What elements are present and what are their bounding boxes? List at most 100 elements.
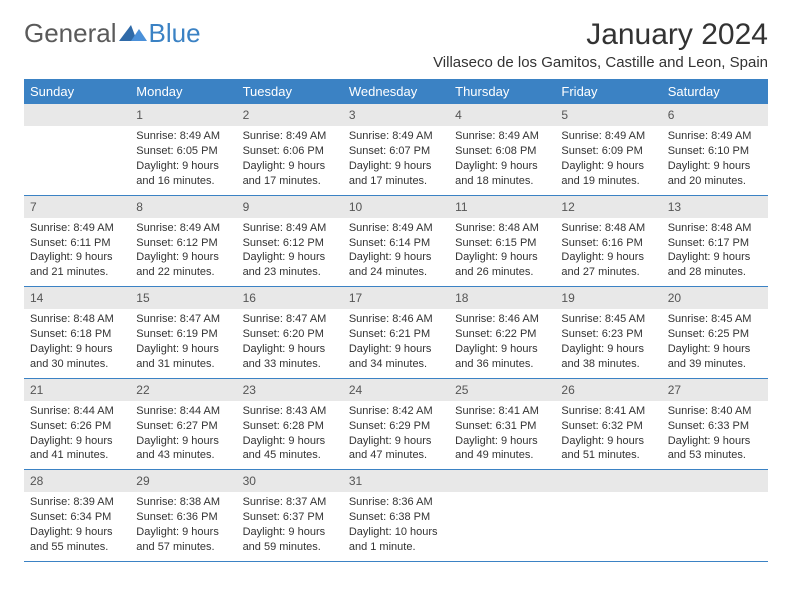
day-info-line: Daylight: 9 hours	[30, 434, 124, 449]
day-number-cell: 6	[662, 104, 768, 126]
day-content-cell: Sunrise: 8:48 AMSunset: 6:15 PMDaylight:…	[449, 218, 555, 287]
day-info-line: Sunset: 6:25 PM	[668, 327, 762, 342]
day-info-line: Sunrise: 8:49 AM	[136, 221, 230, 236]
day-content-cell: Sunrise: 8:41 AMSunset: 6:31 PMDaylight:…	[449, 401, 555, 470]
day-content-row: Sunrise: 8:49 AMSunset: 6:05 PMDaylight:…	[24, 126, 768, 195]
day-content-cell: Sunrise: 8:48 AMSunset: 6:17 PMDaylight:…	[662, 218, 768, 287]
day-info-line: and 36 minutes.	[455, 357, 549, 372]
logo-triangle-icon	[119, 21, 147, 46]
day-info-line: Sunset: 6:37 PM	[243, 510, 337, 525]
day-content-row: Sunrise: 8:44 AMSunset: 6:26 PMDaylight:…	[24, 401, 768, 470]
day-info-line: Sunset: 6:09 PM	[561, 144, 655, 159]
day-info-line: and 17 minutes.	[243, 174, 337, 189]
day-info-line: Sunset: 6:32 PM	[561, 419, 655, 434]
day-info-line: Sunset: 6:14 PM	[349, 236, 443, 251]
day-content-cell: Sunrise: 8:36 AMSunset: 6:38 PMDaylight:…	[343, 492, 449, 561]
day-info-line: Daylight: 9 hours	[136, 525, 230, 540]
day-number-cell: 3	[343, 104, 449, 126]
day-info-line: and 24 minutes.	[349, 265, 443, 280]
day-info-line: Sunrise: 8:46 AM	[455, 312, 549, 327]
day-number-row: 21222324252627	[24, 378, 768, 401]
day-info-line: Sunrise: 8:49 AM	[561, 129, 655, 144]
day-content-cell: Sunrise: 8:41 AMSunset: 6:32 PMDaylight:…	[555, 401, 661, 470]
day-info-line: Sunrise: 8:40 AM	[668, 404, 762, 419]
day-number-cell: 14	[24, 287, 130, 310]
day-info-line: Sunrise: 8:49 AM	[349, 129, 443, 144]
day-info-line: Daylight: 9 hours	[668, 434, 762, 449]
day-info-line: Sunrise: 8:49 AM	[30, 221, 124, 236]
day-info-line: and 38 minutes.	[561, 357, 655, 372]
day-info-line: and 43 minutes.	[136, 448, 230, 463]
day-info-line: Sunset: 6:29 PM	[349, 419, 443, 434]
day-info-line: and 59 minutes.	[243, 540, 337, 555]
day-number-cell: 29	[130, 470, 236, 493]
day-info-line: Daylight: 9 hours	[561, 342, 655, 357]
day-info-line: Daylight: 9 hours	[243, 250, 337, 265]
day-number-cell	[449, 470, 555, 493]
day-info-line: Daylight: 9 hours	[136, 159, 230, 174]
day-info-line: Sunrise: 8:37 AM	[243, 495, 337, 510]
day-info-line: Sunrise: 8:49 AM	[136, 129, 230, 144]
day-info-line: Daylight: 9 hours	[668, 250, 762, 265]
day-info-line: and 33 minutes.	[243, 357, 337, 372]
day-info-line: Daylight: 9 hours	[136, 434, 230, 449]
weekday-header-row: Sunday Monday Tuesday Wednesday Thursday…	[24, 79, 768, 104]
day-content-cell: Sunrise: 8:45 AMSunset: 6:23 PMDaylight:…	[555, 309, 661, 378]
day-number-cell: 9	[237, 195, 343, 218]
day-info-line: Sunset: 6:23 PM	[561, 327, 655, 342]
day-info-line: and 18 minutes.	[455, 174, 549, 189]
day-info-line: and 55 minutes.	[30, 540, 124, 555]
day-content-cell: Sunrise: 8:49 AMSunset: 6:08 PMDaylight:…	[449, 126, 555, 195]
day-info-line: Sunrise: 8:48 AM	[30, 312, 124, 327]
day-info-line: and 1 minute.	[349, 540, 443, 555]
day-info-line: Sunrise: 8:47 AM	[243, 312, 337, 327]
day-content-cell: Sunrise: 8:44 AMSunset: 6:27 PMDaylight:…	[130, 401, 236, 470]
day-content-cell: Sunrise: 8:46 AMSunset: 6:22 PMDaylight:…	[449, 309, 555, 378]
day-number-cell	[24, 104, 130, 126]
day-info-line: Sunrise: 8:45 AM	[561, 312, 655, 327]
day-content-cell: Sunrise: 8:43 AMSunset: 6:28 PMDaylight:…	[237, 401, 343, 470]
day-number-cell: 7	[24, 195, 130, 218]
weekday-header: Saturday	[662, 79, 768, 104]
day-number-cell: 16	[237, 287, 343, 310]
day-info-line: Sunrise: 8:49 AM	[243, 221, 337, 236]
day-info-line: Sunset: 6:21 PM	[349, 327, 443, 342]
day-info-line: and 41 minutes.	[30, 448, 124, 463]
day-number-cell: 24	[343, 378, 449, 401]
day-info-line: and 17 minutes.	[349, 174, 443, 189]
day-info-line: Sunrise: 8:41 AM	[561, 404, 655, 419]
day-info-line: Sunrise: 8:45 AM	[668, 312, 762, 327]
day-content-cell: Sunrise: 8:44 AMSunset: 6:26 PMDaylight:…	[24, 401, 130, 470]
day-info-line: and 22 minutes.	[136, 265, 230, 280]
day-info-line: and 23 minutes.	[243, 265, 337, 280]
day-info-line: Sunset: 6:36 PM	[136, 510, 230, 525]
month-title: January 2024	[433, 18, 768, 52]
day-info-line: Daylight: 9 hours	[349, 434, 443, 449]
day-content-cell: Sunrise: 8:49 AMSunset: 6:11 PMDaylight:…	[24, 218, 130, 287]
logo-text-general: General	[24, 18, 117, 49]
day-info-line: Sunset: 6:31 PM	[455, 419, 549, 434]
day-content-cell: Sunrise: 8:49 AMSunset: 6:06 PMDaylight:…	[237, 126, 343, 195]
day-content-cell: Sunrise: 8:47 AMSunset: 6:19 PMDaylight:…	[130, 309, 236, 378]
day-info-line: Sunset: 6:07 PM	[349, 144, 443, 159]
day-info-line: Sunrise: 8:49 AM	[668, 129, 762, 144]
day-info-line: Daylight: 9 hours	[349, 250, 443, 265]
day-info-line: Sunrise: 8:46 AM	[349, 312, 443, 327]
day-info-line: Sunset: 6:20 PM	[243, 327, 337, 342]
day-info-line: Sunset: 6:06 PM	[243, 144, 337, 159]
logo: General Blue	[24, 18, 201, 49]
day-info-line: Sunset: 6:16 PM	[561, 236, 655, 251]
day-info-line: Sunrise: 8:48 AM	[561, 221, 655, 236]
day-content-cell: Sunrise: 8:38 AMSunset: 6:36 PMDaylight:…	[130, 492, 236, 561]
day-number-cell: 22	[130, 378, 236, 401]
day-number-row: 14151617181920	[24, 287, 768, 310]
weekday-header: Tuesday	[237, 79, 343, 104]
weekday-header: Friday	[555, 79, 661, 104]
day-info-line: Sunrise: 8:44 AM	[136, 404, 230, 419]
day-info-line: Daylight: 9 hours	[30, 525, 124, 540]
day-info-line: Daylight: 9 hours	[349, 342, 443, 357]
day-info-line: Sunrise: 8:36 AM	[349, 495, 443, 510]
day-info-line: Sunrise: 8:41 AM	[455, 404, 549, 419]
day-info-line: and 39 minutes.	[668, 357, 762, 372]
day-number-cell: 27	[662, 378, 768, 401]
